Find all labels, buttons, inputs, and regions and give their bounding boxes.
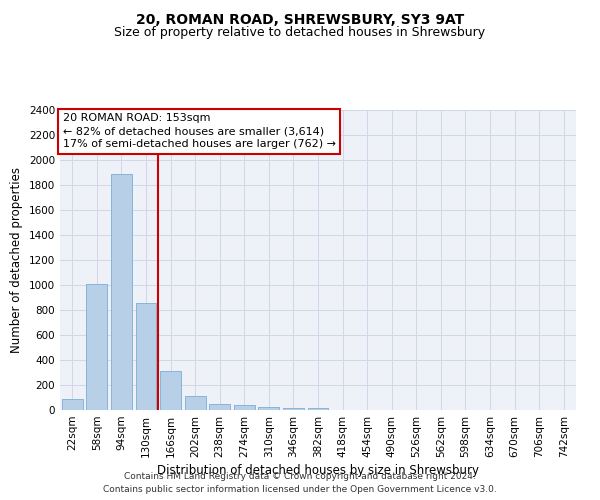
Bar [111,174,132,410]
Bar [283,408,304,410]
Bar [62,400,83,410]
Bar [209,404,230,410]
Bar [185,396,206,410]
Y-axis label: Number of detached properties: Number of detached properties [10,167,23,353]
Bar [160,371,181,410]
Text: Contains public sector information licensed under the Open Government Licence v3: Contains public sector information licen… [103,485,497,494]
X-axis label: Distribution of detached houses by size in Shrewsbury: Distribution of detached houses by size … [157,464,479,477]
Text: 20 ROMAN ROAD: 153sqm
← 82% of detached houses are smaller (3,614)
17% of semi-d: 20 ROMAN ROAD: 153sqm ← 82% of detached … [62,113,335,150]
Bar [136,302,157,410]
Bar [234,405,255,410]
Text: 20, ROMAN ROAD, SHREWSBURY, SY3 9AT: 20, ROMAN ROAD, SHREWSBURY, SY3 9AT [136,12,464,26]
Bar [308,408,328,410]
Text: Contains HM Land Registry data © Crown copyright and database right 2024.: Contains HM Land Registry data © Crown c… [124,472,476,481]
Bar [259,407,280,410]
Bar [86,284,107,410]
Text: Size of property relative to detached houses in Shrewsbury: Size of property relative to detached ho… [115,26,485,39]
